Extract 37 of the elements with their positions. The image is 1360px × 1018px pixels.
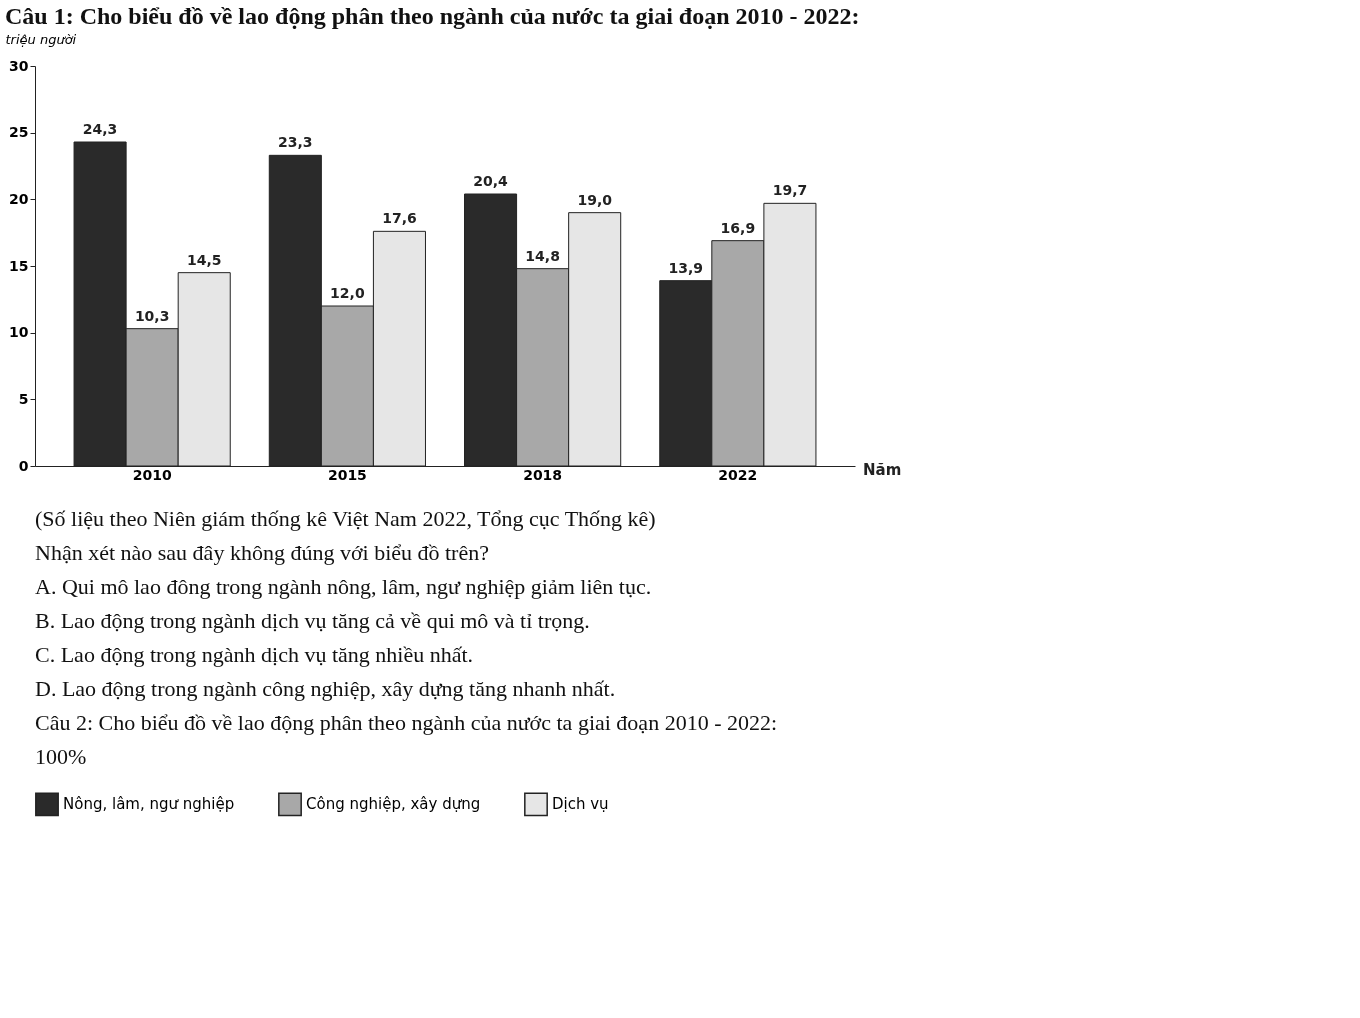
y-tick-label: 5 [18, 390, 29, 407]
data-label: 13,9 [668, 259, 704, 276]
y-tick-label: 0 [18, 457, 29, 474]
x-tick-label: 2010 [132, 466, 172, 483]
legend-label: Dịch vụ [552, 795, 609, 814]
text: Câu 2: Cho biểu đồ về lao động phân theo ngành của nước ta giai đoạn 2010 - 2022: [35, 710, 778, 735]
y-tick-label: 15 [9, 257, 29, 274]
data-label: 14,5 [186, 251, 222, 268]
text: 100% [35, 744, 87, 769]
y-tick-label: 20 [9, 190, 29, 207]
text: Nhận xét nào sau đây không đúng với biểu đồ trên? [35, 540, 489, 565]
data-label: 10,3 [134, 307, 170, 324]
x-tick-label: 2015 [327, 466, 367, 483]
data-label: 23,3 [278, 134, 313, 151]
x-tick-label: 2022 [718, 466, 758, 483]
text: A. Qui mô lao đông trong ngành nông, lâm, ngư nghiệp giảm liên tục. [35, 574, 652, 599]
text: C. Lao động trong ngành dịch vụ tăng nhiều nhất. [35, 642, 474, 667]
y-tick-label: 30 [9, 57, 29, 74]
data-label: 14,8 [525, 247, 560, 264]
legend-label: Công nghiệp, xây dựng [306, 795, 481, 814]
data-label: 17,6 [382, 210, 417, 227]
data-label: 24,3 [82, 121, 118, 137]
text: (Số liệu theo Niên giám thống kê Việt Nam 2022, Tổng cục Thống kê) [35, 506, 656, 531]
data-label: 20,4 [473, 173, 509, 189]
data-label: 19,7 [772, 182, 808, 199]
text: D. Lao động trong ngành công nghiệp, xây dựng tăng nhanh nhất. [35, 676, 616, 701]
text: B. Lao động trong ngành dịch vụ tăng cả về qui mô và tỉ trọng. [35, 608, 590, 633]
y-tick-label: 25 [9, 124, 29, 141]
x-tick-label: 2018 [523, 466, 563, 483]
y-axis-title: triệu người [5, 31, 77, 47]
data-label: 16,9 [720, 219, 756, 236]
y-tick-label: 10 [9, 324, 29, 341]
data-label: 19,0 [577, 191, 613, 208]
chart-title: Câu 1: Cho biểu đồ về lao động phân theo ngành của nước ta giai đoạn 2010 - 2022: [5, 3, 860, 29]
data-label: 12,0 [330, 285, 365, 301]
legend-label: Nông, lâm, ngư nghiệp [63, 795, 235, 814]
x-axis-title: Năm [863, 461, 902, 479]
